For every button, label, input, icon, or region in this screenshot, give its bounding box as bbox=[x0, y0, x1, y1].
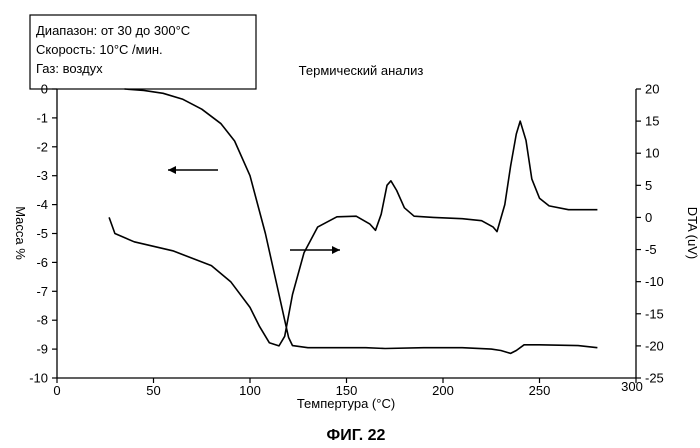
info-box-frame bbox=[29, 14, 257, 90]
y-left-ticks: 0 -1 -2 -3 -4 -5 -6 -7 -8 -9 -10 bbox=[29, 82, 57, 386]
figure-label: ФИГ. 22 bbox=[327, 427, 386, 444]
mass-axis-arrow-head bbox=[168, 166, 176, 174]
x-tick-label: 250 bbox=[529, 383, 551, 398]
y-right-tick-label: 5 bbox=[645, 178, 652, 193]
y-right-tick-label: 15 bbox=[645, 114, 659, 129]
y-left-tick-label: -10 bbox=[29, 371, 48, 386]
y-left-tick-label: -4 bbox=[36, 197, 48, 212]
dta-axis-arrow-head bbox=[332, 246, 340, 254]
x-tick-label: 50 bbox=[146, 383, 160, 398]
x-tick-label: 100 bbox=[239, 383, 261, 398]
y-left-tick-label: 0 bbox=[41, 82, 48, 97]
y-right-tick-label: -20 bbox=[645, 338, 664, 353]
series-lines bbox=[108, 88, 598, 355]
x-tick-label: 200 bbox=[432, 383, 454, 398]
info-line-rate: Скорость: 10°C /мин. bbox=[36, 42, 163, 57]
x-axis-label: Темпертура (°C) bbox=[297, 396, 395, 411]
y-left-tick-label: -1 bbox=[36, 110, 48, 125]
y-right-tick-label: 0 bbox=[645, 210, 652, 225]
y-right-tick-label: -15 bbox=[645, 306, 664, 321]
y-right-tick-label: -10 bbox=[645, 274, 664, 289]
dta-series-line bbox=[108, 120, 598, 347]
y-left-tick-label: -5 bbox=[36, 226, 48, 241]
y-right-tick-label: -5 bbox=[645, 242, 657, 257]
y-left-tick-label: -7 bbox=[36, 284, 48, 299]
info-box: Диапазон: от 30 до 300°C Скорость: 10°C … bbox=[29, 14, 257, 90]
y-left-tick-label: -9 bbox=[36, 342, 48, 357]
x-tick-label: 0 bbox=[53, 383, 60, 398]
info-line-gas: Газ: воздух bbox=[36, 61, 103, 76]
y-right-tick-label: -25 bbox=[645, 371, 664, 386]
y-right-tick-label: 20 bbox=[645, 82, 659, 97]
x-ticks: 0 50 100 150 200 250 300 bbox=[53, 378, 643, 398]
y-left-axis-label: Масса % bbox=[13, 206, 28, 260]
y-right-ticks: 20 15 10 5 0 -5 -10 -15 -20 -25 bbox=[636, 82, 664, 386]
x-tick-label: 300 bbox=[621, 379, 643, 394]
info-line-range: Диапазон: от 30 до 300°C bbox=[36, 23, 190, 38]
y-right-axis-label: DTA (uV) bbox=[685, 207, 700, 260]
mass-series-line bbox=[124, 88, 598, 355]
x-tick-label: 150 bbox=[336, 383, 358, 398]
series-arrows bbox=[168, 166, 340, 254]
y-left-tick-label: -6 bbox=[36, 255, 48, 270]
y-left-tick-label: -3 bbox=[36, 168, 48, 183]
chart-title: Термический анализ bbox=[299, 63, 424, 78]
y-right-tick-label: 10 bbox=[645, 146, 659, 161]
y-left-tick-label: -8 bbox=[36, 313, 48, 328]
y-left-tick-label: -2 bbox=[36, 139, 48, 154]
